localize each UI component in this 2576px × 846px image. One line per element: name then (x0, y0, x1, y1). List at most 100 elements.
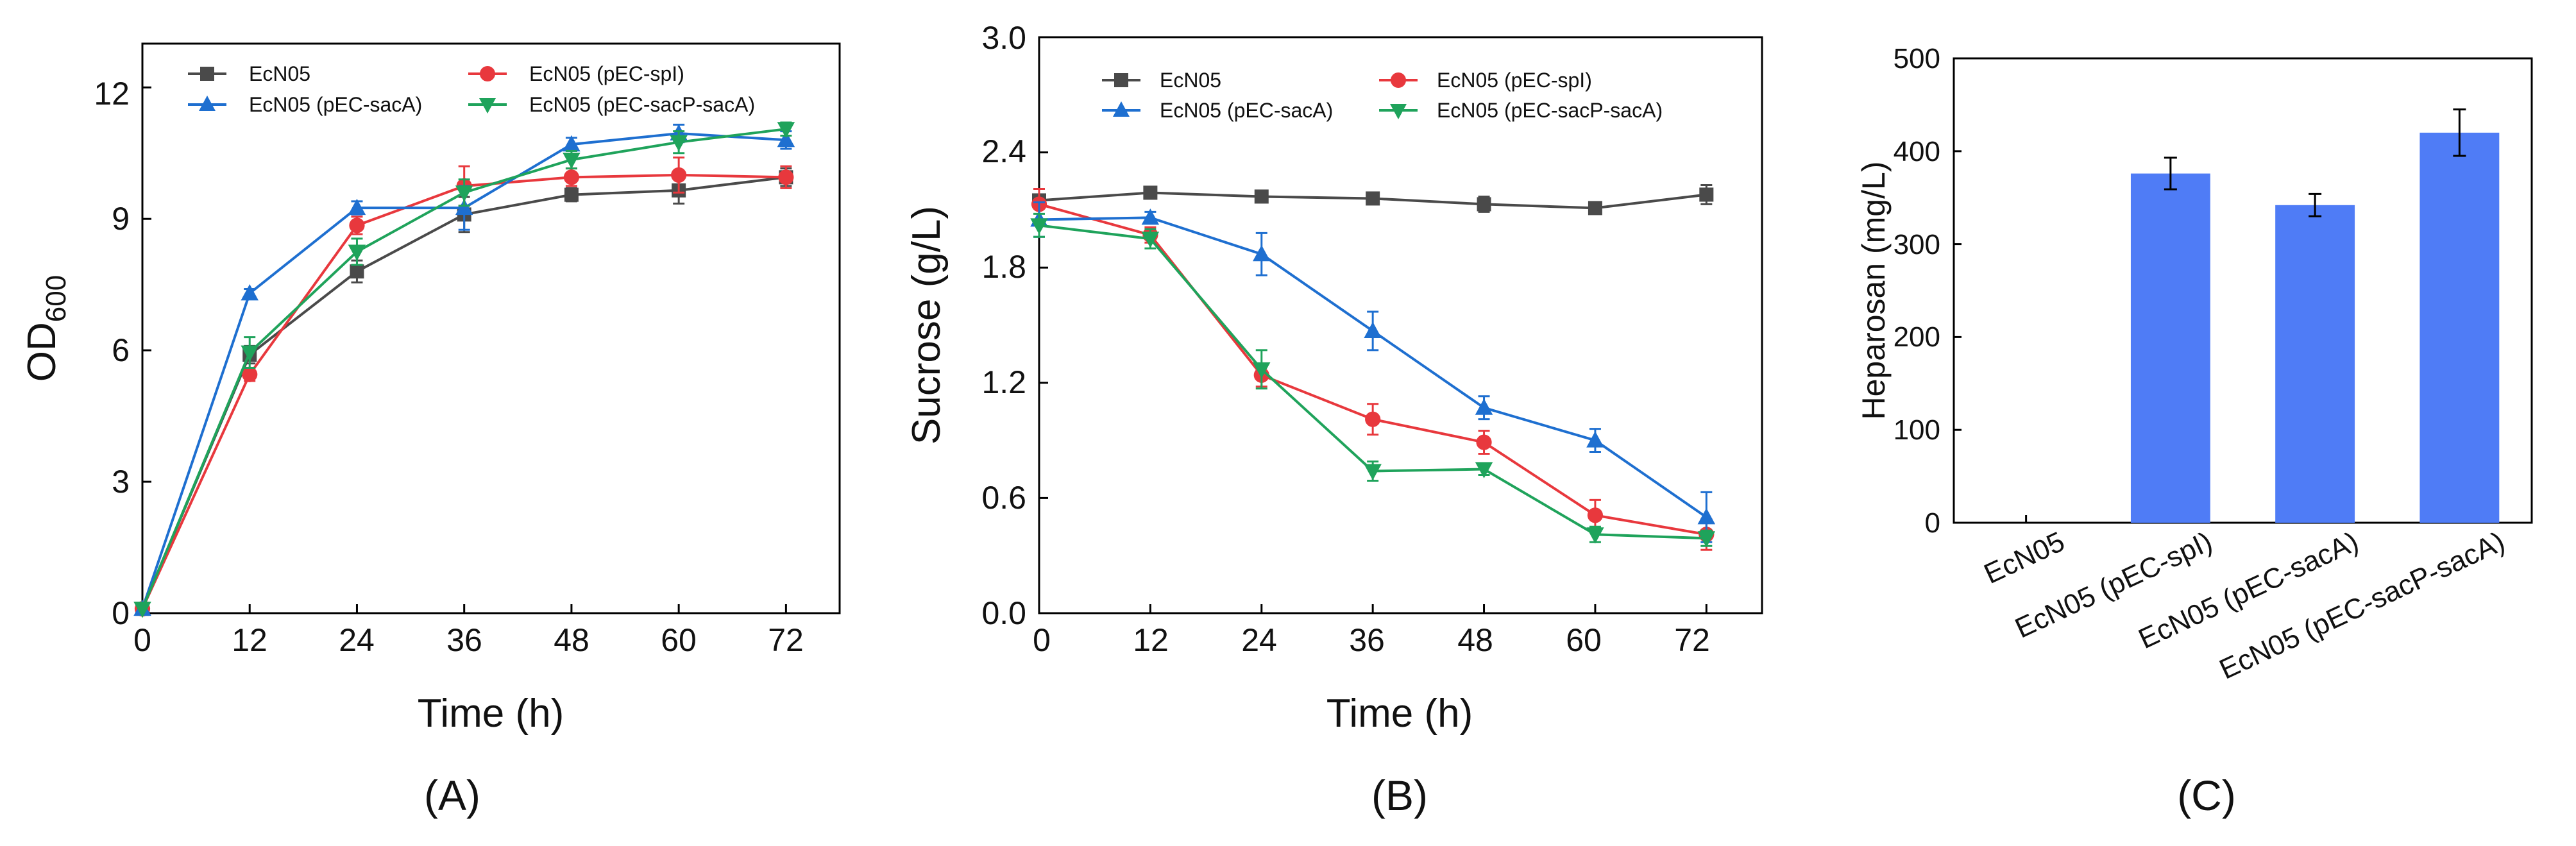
ytick-label-c: 500 (1894, 43, 1940, 74)
data-point-triangle-up (777, 130, 795, 148)
data-point-circle (563, 169, 580, 185)
xtick-label-a: 12 (232, 622, 267, 658)
xtick-label-b: 60 (1566, 622, 1602, 658)
xtick-label-b: 12 (1133, 622, 1169, 658)
data-point-triangle-up (241, 284, 258, 301)
ytick-label-a: 3 (112, 464, 130, 500)
xtick-label-b: 72 (1674, 622, 1710, 658)
data-point-triangle-down (1141, 232, 1160, 248)
legend-a: EcN05 EcN05 (pEC-spI) EcN05 (pEC-sacA) E… (188, 62, 755, 116)
legend-label: EcN05 (pEC-spI) (1437, 69, 1592, 92)
panel-label-c: (C) (2177, 772, 2236, 819)
data-point-triangle-down (1030, 218, 1048, 235)
bar (2130, 173, 2210, 523)
data-point-triangle-up (455, 198, 473, 216)
series-group (133, 121, 795, 618)
ytick-label-c: 100 (1894, 414, 1940, 446)
data-point-triangle-up (1475, 398, 1493, 415)
x-axis-title-a: Time (h) (418, 691, 564, 736)
series-line (1038, 203, 1707, 536)
legend-label: EcN05 (pEC-sacP-sacA) (529, 93, 755, 116)
ytick-label-b: 0.0 (981, 595, 1026, 631)
data-point-triangle-down (1586, 527, 1604, 544)
ytick-label-c: 200 (1894, 321, 1940, 353)
legend-b: EcN05 EcN05 (pEC-spI) EcN05 (pEC-sacA) E… (1102, 69, 1663, 122)
y-axis-title-a-subscript: 600 (40, 275, 72, 322)
data-point-triangle-down (670, 135, 688, 151)
legend-label: EcN05 (pEC-sacA) (1160, 99, 1333, 122)
legend-marker-circle (1391, 72, 1406, 88)
data-point-circle (1587, 507, 1604, 523)
panel-b: 0.0 0.6 1.2 1.8 2.4 3.0 0 12 24 36 48 60… (904, 20, 1763, 819)
data-point-triangle-up (563, 135, 580, 152)
panel-a: 0 3 6 9 12 0 12 24 36 48 60 72 Time (h) … (20, 42, 841, 819)
ytick-label-b: 2.4 (981, 133, 1026, 169)
legend-marker-square (1114, 73, 1128, 87)
data-point-triangle-down (563, 153, 580, 169)
plot-area-b (1038, 36, 1763, 614)
data-point-triangle-down (348, 244, 366, 261)
data-point-triangle-up (1697, 508, 1716, 525)
ytick-label-a: 6 (112, 332, 130, 368)
data-point-square (564, 187, 579, 202)
xtick-label-a: 48 (554, 622, 589, 658)
ytick-label-a: 0 (112, 595, 130, 631)
ytick-label-b: 1.8 (981, 249, 1026, 285)
series-line (1038, 224, 1707, 540)
series-line (141, 173, 786, 610)
data-point-square (1254, 189, 1269, 204)
category-label: EcN05 (pEC-sacP-sacA) (2215, 526, 2509, 686)
data-point-square (1588, 201, 1602, 216)
data-point-triangle-down (1253, 362, 1271, 379)
data-point-square (1477, 197, 1491, 212)
bar (2419, 132, 2500, 523)
data-point-triangle-down (777, 122, 795, 139)
legend-label: EcN05 (pEC-sacP-sacA) (1437, 99, 1663, 122)
data-point-triangle-up (1253, 244, 1271, 262)
ticks-b (1038, 36, 1707, 614)
xtick-label-a: 72 (768, 622, 804, 658)
legend-label: EcN05 (249, 62, 310, 85)
xtick-label-a: 36 (446, 622, 482, 658)
data-point-triangle-down (455, 185, 473, 202)
legend-marker-square (200, 67, 214, 81)
xtick-label-a: 60 (661, 622, 697, 658)
legend-marker-triangle-down (1390, 104, 1407, 119)
xtick-label-a: 24 (339, 622, 375, 658)
legend-marker-circle (480, 66, 495, 81)
data-point-triangle-up (1586, 431, 1604, 448)
xtick-label-a: 0 (133, 622, 151, 658)
series-a (133, 121, 795, 618)
data-point-triangle-down (1475, 462, 1493, 478)
ytick-label-a: 12 (94, 76, 130, 112)
xtick-label-b: 0 (1033, 622, 1051, 658)
data-point-triangle-down (241, 345, 258, 362)
data-point-circle (1365, 411, 1381, 427)
series-group (1032, 183, 1714, 216)
data-point-square (1366, 191, 1380, 206)
legend-label: EcN05 (pEC-spI) (529, 62, 684, 85)
data-point-circle (1476, 434, 1492, 450)
ytick-label-b: 0.6 (981, 480, 1026, 516)
data-point-square (350, 264, 364, 279)
x-axis-title-b: Time (h) (1326, 691, 1473, 736)
data-point-circle (778, 169, 794, 185)
ytick-label-b: 3.0 (981, 20, 1026, 56)
ytick-label-b: 1.2 (981, 364, 1026, 400)
plot-area-a (141, 42, 841, 614)
series-group (1031, 187, 1715, 551)
data-point-circle (349, 217, 365, 233)
data-point-square (1143, 185, 1158, 200)
data-point-triangle-up (1364, 321, 1382, 338)
xtick-label-b: 24 (1241, 622, 1277, 658)
legend-label: EcN05 (pEC-sacA) (249, 93, 422, 116)
ytick-label-c: 0 (1925, 507, 1940, 539)
panel-label-a: (A) (424, 772, 480, 819)
plot-area-c (1953, 57, 2533, 524)
series-line (141, 176, 786, 609)
panel-c: 0 100 200 300 400 500 Heparosan (mg/L) E… (1856, 43, 2533, 819)
y-axis-title-b: Sucrose (g/L) (904, 206, 949, 444)
series-b (1030, 183, 1716, 551)
data-point-circle (242, 366, 258, 382)
bar (2275, 205, 2355, 523)
